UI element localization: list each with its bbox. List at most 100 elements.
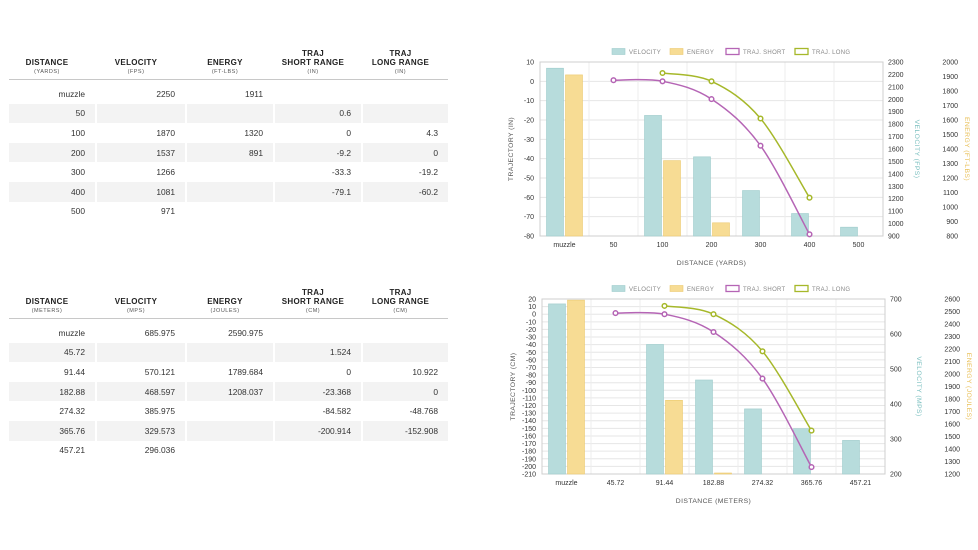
cell-velocity: 1266 bbox=[156, 167, 175, 178]
cell-distance: 182.88 bbox=[9, 381, 95, 402]
table-row: 300 1266 -33.3 -19.2 bbox=[9, 162, 448, 182]
energy-bar bbox=[714, 472, 732, 475]
plot-frame bbox=[541, 298, 886, 475]
header-distance: DISTANCE (METERS) bbox=[9, 297, 95, 314]
traj-short-line bbox=[613, 78, 811, 235]
table-row: 100 1870 1320 0 4.3 bbox=[9, 123, 448, 143]
cell-velocity bbox=[97, 342, 185, 363]
traj-long-point bbox=[708, 78, 715, 85]
y-right2-tick-label: 1500 bbox=[942, 132, 958, 139]
cell-velocity: 329.573 bbox=[97, 420, 185, 441]
y-right1-tick-label: 300 bbox=[890, 437, 902, 444]
legend-swatch-short bbox=[725, 284, 740, 293]
header-distance: DISTANCE (YARDS) bbox=[9, 58, 95, 75]
table-row: 500 971 bbox=[9, 202, 448, 222]
y-left-tick-label: -70 bbox=[524, 214, 534, 221]
y-right1-axis-label: VELOCITY (FPS) bbox=[913, 120, 920, 179]
cell-traj-long: 0 bbox=[363, 142, 448, 163]
cell-distance: 45.72 bbox=[9, 342, 95, 363]
energy-bar bbox=[567, 299, 585, 475]
header-title: ENERGY bbox=[207, 297, 243, 306]
cell-distance: muzzle bbox=[58, 327, 85, 338]
legend-label: VELOCITY bbox=[629, 50, 661, 56]
y-right2-tick-label: 2000 bbox=[944, 372, 960, 379]
x-tick-label: 100 bbox=[657, 242, 669, 249]
header-unit: (CM) bbox=[305, 308, 321, 314]
legend-label: VELOCITY bbox=[629, 287, 661, 293]
header-title: VELOCITY bbox=[114, 58, 158, 67]
header-unit: (MPS) bbox=[126, 308, 146, 314]
cell-traj-short: -9.2 bbox=[275, 142, 361, 163]
table-row: 45.72 1.524 bbox=[9, 342, 448, 363]
x-axis-label: DISTANCE (YARDS) bbox=[677, 260, 747, 267]
cell-distance: muzzle bbox=[58, 88, 85, 99]
header-unit: (YARDS) bbox=[34, 69, 60, 75]
cell-energy: 891 bbox=[187, 142, 273, 163]
x-tick-label: 365.76 bbox=[801, 480, 823, 487]
y-right1-tick-label: 900 bbox=[888, 234, 900, 241]
cell-distance: 91.44 bbox=[64, 366, 85, 377]
traj-short-point bbox=[612, 310, 619, 317]
y-left-tick-label: 0 bbox=[530, 79, 534, 86]
header-title: DISTANCE bbox=[25, 58, 69, 67]
traj-long-point bbox=[710, 311, 717, 318]
y-right2-tick-label: 1200 bbox=[944, 472, 960, 479]
chart-svg-imperial: -80 -70 -60 -50 -40 -30 -20 -10 0 10 900 1000 1100 12… bbox=[508, 47, 970, 267]
cell-distance: 400 bbox=[9, 181, 95, 202]
legend-label: TRAJ. SHORT bbox=[743, 50, 786, 56]
header-traj-long: TRAJ LONG RANGE (IN) bbox=[363, 49, 448, 75]
cell-traj-long: 10.922 bbox=[412, 366, 438, 377]
cell-velocity: 1537 bbox=[97, 142, 185, 163]
velocity-bar bbox=[548, 303, 566, 475]
traj-short-line bbox=[615, 311, 813, 468]
cell-energy: 1911 bbox=[244, 88, 263, 99]
cell-energy bbox=[187, 342, 273, 363]
cell-energy: 2590.975 bbox=[228, 327, 263, 338]
cell-distance: 365.76 bbox=[9, 420, 95, 441]
cell-velocity: 2250 bbox=[156, 88, 175, 99]
velocity-bar bbox=[693, 156, 711, 237]
table-row: 400 1081 -79.1 -60.2 bbox=[9, 181, 448, 202]
header-velocity: VELOCITY (FPS) bbox=[97, 58, 185, 75]
y-right2-tick-label: 1300 bbox=[944, 459, 960, 466]
y-right1-tick-label: 2300 bbox=[888, 60, 904, 67]
traj-long-point bbox=[808, 427, 815, 434]
y-left-axis-label: TRAJECTORY (IN) bbox=[508, 117, 515, 181]
traj-long-line bbox=[664, 305, 813, 431]
legend-label: ENERGY bbox=[687, 50, 714, 56]
traj-short-point bbox=[808, 464, 815, 471]
table-row: muzzle 685.975 2590.975 bbox=[9, 323, 448, 343]
y-right2-tick-label: 1800 bbox=[942, 89, 958, 96]
header-unit: (FT-LBS) bbox=[211, 69, 239, 75]
header-title: VELOCITY bbox=[114, 297, 158, 306]
y-left-tick-label: -50 bbox=[524, 176, 534, 183]
y-left-tick-label: -170 bbox=[522, 441, 536, 448]
x-tick-label: muzzle bbox=[555, 480, 577, 487]
y-left-tick-label: -90 bbox=[526, 380, 536, 387]
y-right2-axis-label: ENERGY (FT-LBS) bbox=[963, 117, 970, 181]
y-left-tick-label: -80 bbox=[526, 373, 536, 380]
x-tick-label: 400 bbox=[804, 242, 816, 249]
y-left-tick-label: -40 bbox=[526, 342, 536, 349]
y-left-tick-label: -70 bbox=[526, 365, 536, 372]
y-left-tick-label: -200 bbox=[522, 464, 536, 471]
y-right2-tick-label: 2000 bbox=[942, 60, 958, 67]
y-left-tick-label: -10 bbox=[526, 319, 536, 326]
table-row: 457.21 296.036 bbox=[9, 441, 448, 461]
y-left-tick-label: -210 bbox=[522, 472, 536, 479]
cell-traj-short bbox=[275, 441, 361, 461]
energy-bar bbox=[565, 74, 583, 237]
legend-swatch-short bbox=[725, 47, 740, 56]
velocity-bar bbox=[742, 190, 760, 237]
cell-energy bbox=[187, 441, 273, 461]
table-row: 274.32 385.975 -84.582 -48.768 bbox=[9, 401, 448, 421]
y-right1-tick-label: 400 bbox=[890, 402, 902, 409]
y-right1-tick-label: 600 bbox=[890, 332, 902, 339]
y-right2-tick-label: 1700 bbox=[944, 409, 960, 416]
cell-traj-short: -200.914 bbox=[275, 420, 361, 441]
x-tick-label: 182.88 bbox=[703, 480, 725, 487]
y-left-tick-label: -10 bbox=[524, 98, 534, 105]
ballistics-chart-imperial: -80 -70 -60 -50 -40 -30 -20 -10 0 10 900 1000 1100 12… bbox=[500, 44, 978, 272]
cell-velocity: 468.597 bbox=[97, 381, 185, 402]
y-right1-tick-label: 1900 bbox=[888, 109, 904, 116]
